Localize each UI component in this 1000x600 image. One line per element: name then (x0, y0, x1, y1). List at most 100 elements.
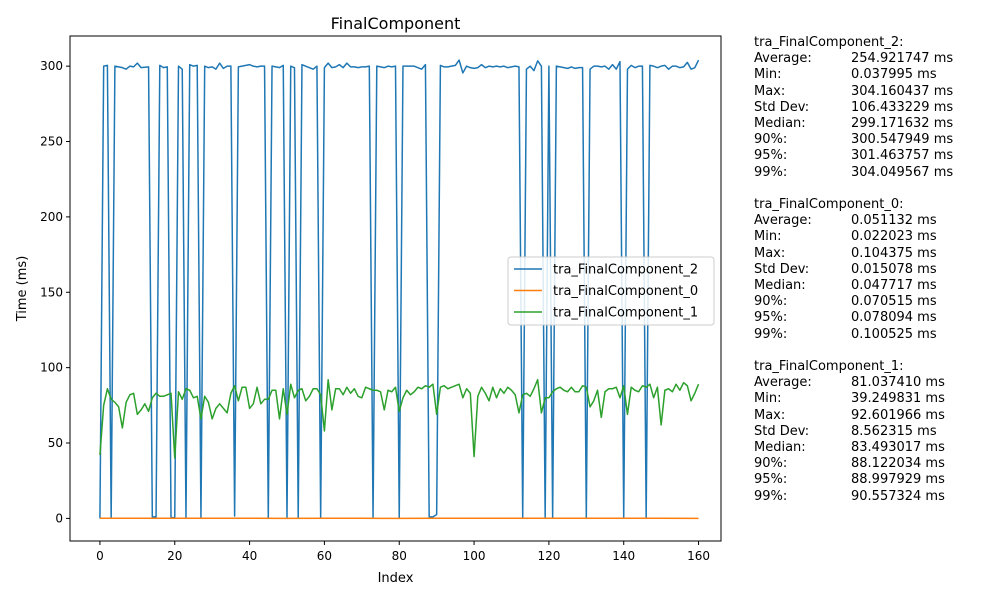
x-axis-label: Index (378, 571, 414, 586)
stats-row: Max: 92.601966 ms (754, 408, 953, 424)
stats-block: tra_FinalComponent_1: Average: 81.037410 m… (754, 359, 953, 505)
stats-value: 0.047717 ms (851, 278, 937, 294)
stats-label: Min: (754, 229, 782, 245)
series-line-2 (99, 378, 700, 459)
stats-label: 99%: (754, 488, 788, 504)
stats-value: 39.249831 ms (851, 391, 945, 407)
stats-label: Average: (754, 213, 812, 229)
stats-row: Average: 0.051132 ms (754, 213, 953, 229)
stats-series-name: tra_FinalComponent_0: (754, 197, 904, 213)
x-axis: 0 20 40 60 80 100 120 140 160 (96, 541, 710, 563)
stats-block: tra_FinalComponent_2: Average: 254.921747 … (754, 35, 953, 181)
y-axis: 0 50 100 150 200 250 300 (40, 59, 70, 525)
stats-row: Max: 304.160437 ms (754, 84, 953, 100)
stats-label: Median: (754, 440, 806, 456)
stats-value: 0.015078 ms (851, 261, 937, 277)
stats-row: Min: 0.022023 ms (754, 229, 953, 245)
stats-label: 90%: (754, 456, 788, 472)
y-tick-label: 100 (40, 361, 63, 375)
stats-label: 99%: (754, 326, 788, 342)
stats-value: 106.433229 ms (851, 99, 954, 115)
stats-label: Median: (754, 116, 806, 132)
stats-value: 299.171632 ms (851, 116, 954, 132)
stats-row: 90%: 0.070515 ms (754, 294, 953, 310)
stats-row: 99%: 90.557324 ms (754, 489, 953, 505)
stats-value: 0.104375 ms (851, 245, 937, 261)
stats-value: 301.463757 ms (851, 148, 954, 164)
stats-label: Average: (754, 51, 812, 67)
stats-label: Std Dev: (754, 261, 810, 277)
stats-row: 95%: 88.997929 ms (754, 472, 953, 488)
x-tick-label: 0 (96, 549, 104, 563)
x-tick-label: 60 (317, 549, 332, 563)
x-tick-label: 100 (463, 549, 486, 563)
stats-row: Average: 81.037410 ms (754, 375, 953, 391)
y-tick-label: 0 (55, 511, 63, 525)
stats-value: 90.557324 ms (851, 488, 945, 504)
x-tick-label: 80 (392, 549, 407, 563)
y-tick-label: 200 (40, 210, 63, 224)
x-tick-label: 140 (612, 549, 635, 563)
legend: tra_FinalComponent_2 tra_FinalComponent_0… (507, 256, 715, 326)
x-tick-label: 160 (687, 549, 710, 563)
stats-label: Median: (754, 278, 806, 294)
stats-label: 90%: (754, 132, 788, 148)
stats-row: Average: 254.921747 ms (754, 51, 953, 67)
stats-series-name: tra_FinalComponent_2: (754, 35, 904, 50)
stats-value: 92.601966 ms (851, 407, 945, 423)
stats-row: Min: 0.037995 ms (754, 67, 953, 83)
stats-label: Max: (754, 83, 786, 99)
stats-row: Min: 39.249831 ms (754, 391, 953, 407)
stats-label: Min: (754, 391, 782, 407)
stats-row: Median: 299.171632 ms (754, 116, 953, 132)
stats-value: 304.160437 ms (851, 83, 954, 99)
stats-row: 99%: 0.100525 ms (754, 327, 953, 343)
y-tick-label: 50 (48, 436, 63, 450)
stats-label: Max: (754, 407, 786, 423)
legend-label-1: tra_FinalComponent_0 (553, 284, 698, 299)
stats-row: Max: 0.104375 ms (754, 246, 953, 262)
stats-label: Std Dev: (754, 423, 810, 439)
x-tick-label: 20 (167, 549, 182, 563)
stats-value: 88.997929 ms (851, 472, 945, 488)
stats-label: Std Dev: (754, 99, 810, 115)
stats-label: 99%: (754, 164, 788, 180)
stats-row: Std Dev: 8.562315 ms (754, 424, 953, 440)
legend-label-0: tra_FinalComponent_2 (553, 263, 698, 278)
stats-row: Median: 0.047717 ms (754, 278, 953, 294)
stats-value: 83.493017 ms (851, 440, 945, 456)
stats-panel: tra_FinalComponent_2: Average: 254.921747 … (754, 35, 953, 521)
x-tick-label: 120 (537, 549, 560, 563)
stats-label: 95%: (754, 148, 788, 164)
stats-series-name: tra_FinalComponent_1: (754, 359, 904, 375)
stats-row: 99%: 304.049567 ms (754, 165, 953, 181)
stats-value: 300.547949 ms (851, 132, 954, 148)
stats-value: 254.921747 ms (851, 51, 954, 67)
x-tick-label: 40 (242, 549, 257, 563)
stats-block: tra_FinalComponent_0: Average: 0.051132 ms… (754, 197, 953, 343)
stats-label: Min: (754, 67, 782, 83)
stats-value: 0.100525 ms (851, 326, 937, 342)
stats-row: 90%: 300.547949 ms (754, 132, 953, 148)
stats-row: Median: 83.493017 ms (754, 440, 953, 456)
chart-title: FinalComponent (331, 14, 461, 33)
stats-value: 81.037410 ms (851, 375, 945, 391)
stats-value: 0.037995 ms (851, 67, 937, 83)
y-axis-label: Time (ms) (15, 256, 30, 323)
stats-value: 0.078094 ms (851, 310, 937, 326)
stats-value: 88.122034 ms (851, 456, 945, 472)
plot-frame (69, 35, 722, 542)
stats-value: 0.070515 ms (851, 294, 937, 310)
stats-row: Std Dev: 106.433229 ms (754, 100, 953, 116)
stats-label: 90%: (754, 294, 788, 310)
y-tick-label: 150 (40, 285, 63, 299)
stats-row: 95%: 301.463757 ms (754, 148, 953, 164)
stats-row: Std Dev: 0.015078 ms (754, 262, 953, 278)
stats-row: 95%: 0.078094 ms (754, 310, 953, 326)
stats-value: 8.562315 ms (851, 423, 937, 439)
legend-box (507, 256, 715, 326)
series-layer (99, 59, 700, 520)
legend-label-2: tra_FinalComponent_1 (553, 306, 698, 321)
y-tick-label: 300 (40, 59, 63, 73)
stats-value: 304.049567 ms (851, 164, 954, 180)
